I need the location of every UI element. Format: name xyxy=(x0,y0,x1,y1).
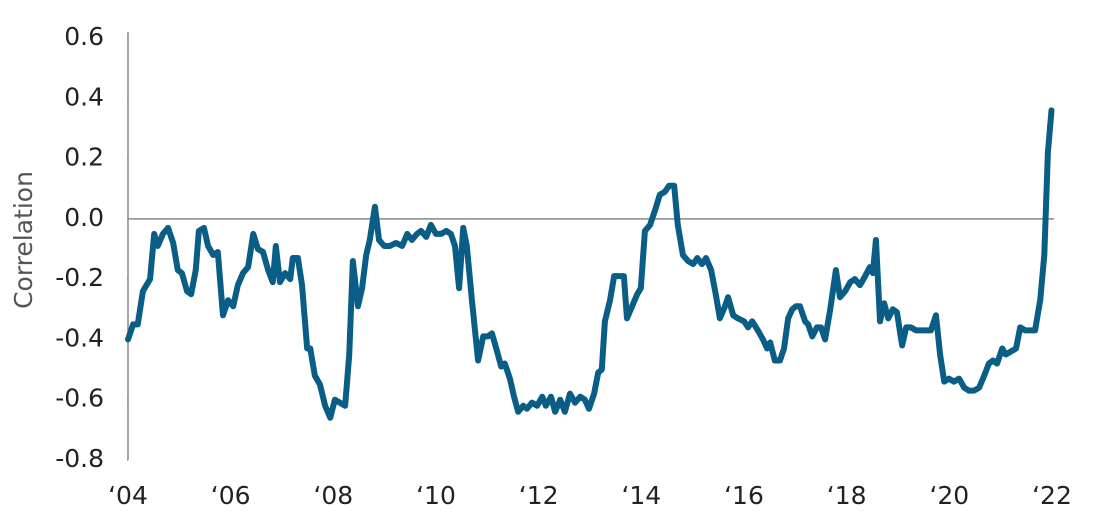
y-tick-label: -0.8 xyxy=(55,444,104,473)
x-tick-label: ‘16 xyxy=(724,481,764,510)
x-tick-label: ‘12 xyxy=(519,481,559,510)
line-series xyxy=(125,107,1055,421)
y-tick-label: 0.2 xyxy=(64,143,104,172)
y-tick-label: 0.4 xyxy=(64,82,104,111)
x-tick-label: ‘10 xyxy=(416,481,456,510)
y-tick-label: -0.2 xyxy=(55,263,104,292)
x-tick-label: ‘04 xyxy=(108,481,148,510)
y-tick-label: -0.4 xyxy=(55,323,104,352)
y-axis-label: Correlation xyxy=(9,171,38,309)
x-tick-label: ‘08 xyxy=(313,481,353,510)
y-tick-label: 0.0 xyxy=(64,203,104,232)
x-tick-label: ‘22 xyxy=(1032,481,1072,510)
y-tick-label: 0.6 xyxy=(64,22,104,51)
x-tick-label: ‘14 xyxy=(621,481,661,510)
x-tick-label: ‘20 xyxy=(929,481,969,510)
x-tick-label: ‘18 xyxy=(827,481,867,510)
y-tick-label: -0.6 xyxy=(55,384,104,413)
x-tick-label: ‘06 xyxy=(211,481,251,510)
